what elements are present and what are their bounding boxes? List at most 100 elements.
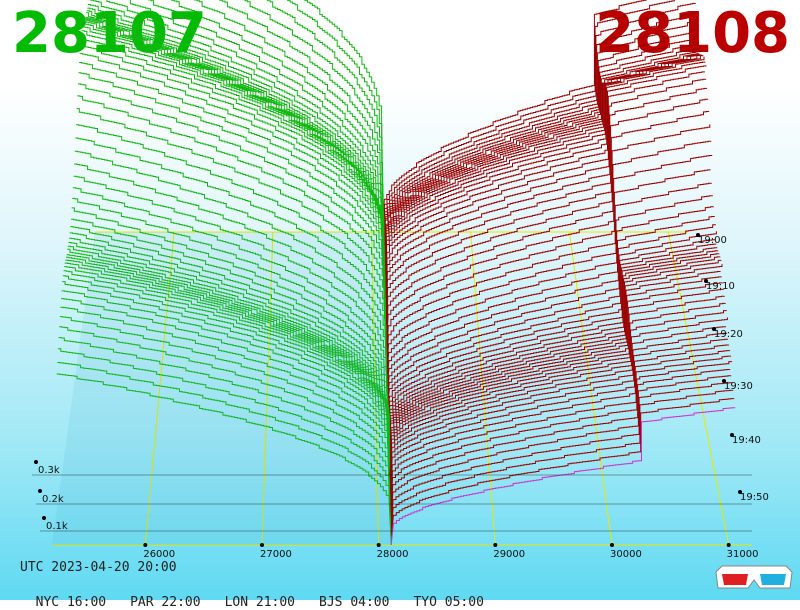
- price-tick-label: 29000: [493, 549, 525, 560]
- ask-depth-line: [389, 326, 726, 484]
- ask-depth-line: [389, 332, 728, 489]
- bid-depth-line: [73, 175, 388, 407]
- bid-depth-line: [57, 362, 392, 540]
- volume-tick-label: 0.3k: [38, 465, 60, 476]
- ask-depth-line: [390, 382, 733, 530]
- ask-depth-line: [384, 78, 707, 330]
- ask-depth-line: [388, 317, 728, 479]
- volume-tick-dot: [34, 460, 38, 464]
- timezone-lon: LON 21:00: [224, 595, 296, 610]
- ask-depth-line: [385, 169, 711, 366]
- price-gridline: [568, 231, 613, 546]
- ask-depth-line: [389, 338, 729, 494]
- bid-depth-line: [61, 298, 391, 510]
- time-tick-dot: [712, 327, 716, 331]
- ask-depth-line: [386, 243, 717, 407]
- price-tick-label: 28000: [377, 549, 409, 560]
- ask-depth-line: [382, 12, 695, 248]
- bid-depth-line: [72, 187, 388, 412]
- price-tick-dot: [143, 543, 148, 547]
- bid-depth-line: [63, 270, 391, 489]
- time-tick-label: 19:20: [714, 329, 743, 340]
- ask-depth-line: [387, 253, 720, 422]
- price-tick-dot: [726, 543, 731, 547]
- volume-tick-dot: [38, 489, 42, 493]
- bid-depth-line: [64, 266, 390, 484]
- ask-depth-line: [390, 398, 735, 540]
- ask-depth-line: [389, 355, 732, 510]
- ask-depth-line: [384, 61, 706, 315]
- bid-depth-line: [59, 326, 392, 525]
- ask-depth-line: [383, 48, 700, 274]
- ask-depth-line: [384, 65, 707, 320]
- volume-tick-label: 0.2k: [42, 494, 64, 505]
- bid-depth-line: [65, 259, 390, 474]
- ask-depth-line: [388, 302, 726, 469]
- bid-depth-line: [56, 373, 392, 546]
- bid-depth-line: [59, 316, 391, 520]
- bid-depth-line: [219, 0, 384, 253]
- bid-depth-line: [78, 72, 387, 366]
- bid-depth-line: [129, 0, 384, 274]
- bid-depth-line: [87, 7, 385, 294]
- time-tick-label: 19:30: [724, 381, 753, 392]
- bid-depth-line: [60, 306, 391, 515]
- ask-depth-line: [387, 271, 721, 443]
- bid-depth-line: [79, 62, 387, 361]
- bid-depth-line: [74, 150, 388, 397]
- bid-depth-line: [82, 26, 386, 335]
- timezone-nyc: NYC 16:00: [35, 595, 107, 610]
- ask-depth-line: [384, 87, 708, 335]
- price-tick-label: 27000: [260, 549, 292, 560]
- bid-depth-line: [82, 23, 386, 330]
- bid-depth-line: [81, 35, 386, 345]
- ask-depth-line: [385, 124, 711, 351]
- bid-depth-line: [58, 337, 392, 530]
- ask-depth-line: [386, 247, 718, 412]
- bid-depth-line: [83, 21, 386, 325]
- bid-depth-line: [81, 30, 386, 340]
- price-gridline: [144, 231, 175, 546]
- ask-depth-line: [386, 231, 717, 397]
- bid-depth-line: [68, 242, 389, 448]
- ask-depth-line: [384, 56, 705, 310]
- 3d-glasses-icon[interactable]: [714, 562, 794, 592]
- time-tick-dot: [722, 379, 726, 383]
- timezone-par: PAR 22:00: [130, 595, 201, 610]
- bid-depth-line: [62, 275, 391, 494]
- bid-depth-line: [67, 245, 390, 453]
- ask-depth-line: [388, 282, 723, 453]
- bid-depth-line: [287, 0, 383, 238]
- ask-depth-line: [386, 224, 716, 392]
- bid-depth-line: [64, 262, 390, 479]
- time-tick-label: 19:10: [706, 281, 735, 292]
- ask-depth-line: [382, 35, 698, 263]
- ask-depth-line: [382, 0, 675, 238]
- ask-depth-line: [381, 0, 647, 233]
- price-gridline: [470, 231, 496, 546]
- time-tick-dot: [696, 233, 700, 237]
- bid-depth-line: [62, 281, 391, 499]
- bid-depth-line: [84, 19, 386, 320]
- ask-depth-line: [383, 55, 704, 304]
- bid-depth-line: [106, 0, 385, 279]
- ask-depth-line: [382, 41, 699, 268]
- bid-depth-line: [57, 348, 392, 535]
- bid-depth-line: [148, 0, 384, 268]
- ask-depth-line: [388, 310, 727, 474]
- bid-depth-line: [70, 226, 389, 433]
- price-tick-dot: [260, 543, 264, 547]
- bid-depth-line: [80, 45, 387, 351]
- bid-depth-line: [76, 124, 388, 386]
- ask-depth-line: [387, 264, 723, 438]
- utc-time: UTC 2023-04-20 20:00: [20, 560, 177, 575]
- volume-tick-dot: [42, 516, 46, 520]
- ask-depth-line: [385, 155, 713, 361]
- time-tick-label: 19:40: [732, 435, 761, 446]
- ask-depth-line: [382, 21, 696, 253]
- ask-depth-line: [385, 182, 712, 371]
- ask-depth-line: [384, 71, 705, 325]
- bid-depth-line: [75, 137, 388, 392]
- bid-depth-line: [69, 232, 389, 438]
